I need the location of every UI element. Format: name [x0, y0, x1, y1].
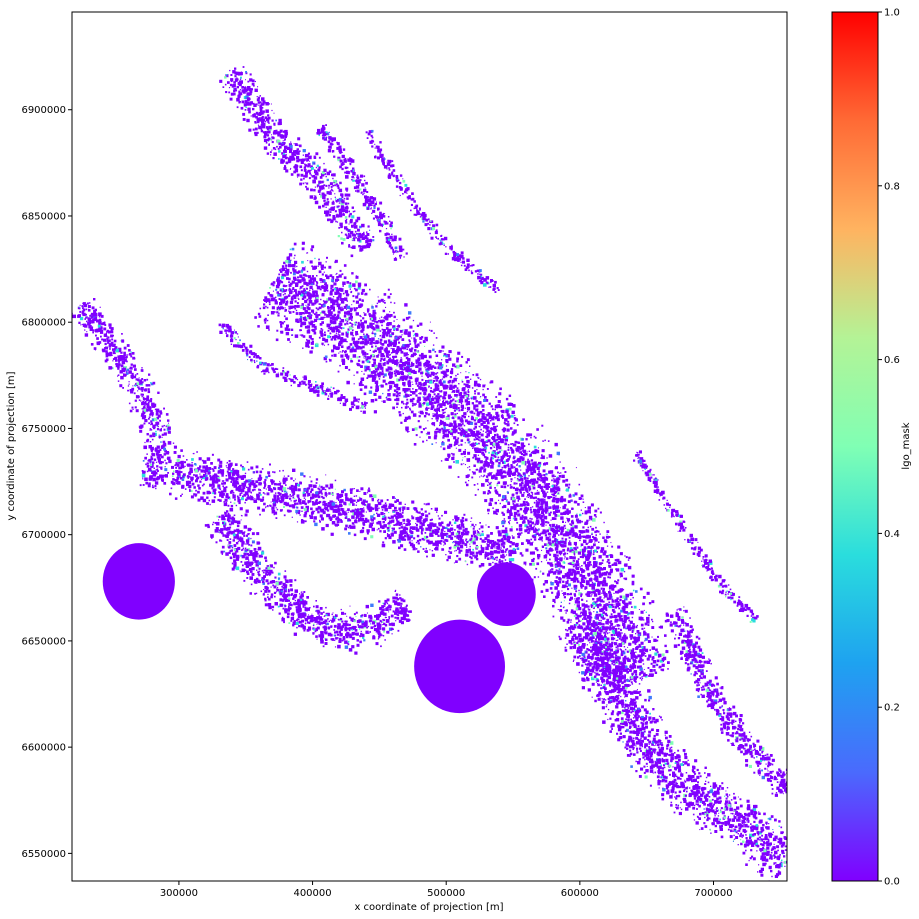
colorbar-tick-label: 0.0 — [884, 877, 900, 888]
region-main-icefield-axis — [254, 241, 670, 698]
lobe-inner-lobe — [476, 562, 536, 627]
y-axis-label: y coordinate of projection [m] — [6, 371, 17, 520]
colorbar-label: lgo_mask — [901, 422, 912, 469]
x-tick-label: 500000 — [427, 888, 465, 899]
region-northwest-scatter — [218, 323, 368, 414]
region-northern-ridge — [219, 66, 375, 258]
region-central-icefield — [169, 449, 520, 573]
y-tick-label: 6600000 — [21, 743, 66, 754]
colorbar-tick-label: 0.8 — [884, 181, 900, 192]
colorbar — [831, 11, 879, 882]
lobe-western-piedmont-lobe — [102, 543, 175, 620]
colorbar-tick-label: 0.6 — [884, 355, 900, 366]
region-southern-ridge — [558, 611, 787, 881]
region-western-spur — [72, 298, 177, 490]
x-tick-label: 700000 — [694, 888, 732, 899]
y-tick-label: 6750000 — [21, 424, 66, 435]
colorbar-ticks: 0.0 0.2 0.4 0.6 0.8 1.0 — [878, 8, 900, 888]
colorbar-tick-label: 0.2 — [884, 703, 900, 714]
y-tick-label: 6700000 — [21, 530, 66, 541]
y-tick-label: 6650000 — [21, 636, 66, 647]
x-tick-label: 300000 — [160, 888, 198, 899]
x-tick-label: 600000 — [561, 888, 599, 899]
region-southeast-fringe — [664, 606, 787, 797]
y-tick-label: 6900000 — [21, 105, 66, 116]
x-axis-label: x coordinate of projection [m] — [354, 902, 503, 913]
y-tick-label: 6850000 — [21, 211, 66, 222]
y-tick-label: 6800000 — [21, 318, 66, 329]
lobe-southern-piedmont-lobe — [414, 619, 506, 714]
plot-area — [72, 12, 787, 881]
region-western-lowland — [204, 504, 412, 655]
glacier-mask-layer — [72, 66, 787, 881]
region-east-outliers — [633, 450, 759, 623]
colorbar-tick-label: 0.4 — [884, 529, 900, 540]
y-axis: 6550000 6600000 6650000 6700000 6750000 68000… — [21, 105, 72, 860]
colorbar-tick-label: 1.0 — [884, 8, 900, 19]
x-axis: 300000 400000 500000 600000 700000 — [160, 881, 733, 899]
region-north-east-ridge — [316, 124, 408, 261]
y-tick-label: 6550000 — [21, 849, 66, 860]
plot-frame — [71, 11, 788, 882]
region-northern-scatter — [365, 129, 500, 293]
x-tick-label: 400000 — [293, 888, 331, 899]
